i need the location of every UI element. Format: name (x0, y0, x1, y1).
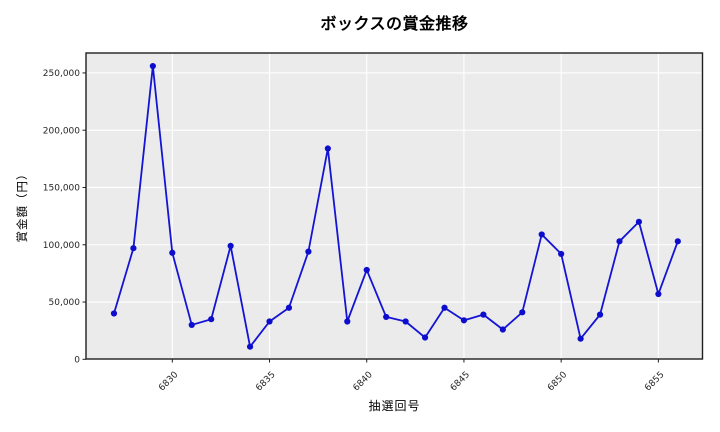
data-point (305, 248, 312, 255)
data-point (324, 145, 331, 152)
data-point (441, 304, 448, 311)
data-point (616, 238, 623, 245)
data-point (655, 290, 662, 298)
data-point (363, 266, 370, 274)
chart-title: ボックスの賞金推移 (320, 14, 469, 33)
plot-border (85, 52, 704, 360)
x-tick-label: 6840 (352, 370, 375, 393)
plot-background (86, 53, 703, 359)
data-point (596, 311, 604, 318)
y-tick-label: 200,000 (43, 126, 80, 136)
data-point (110, 310, 118, 317)
prize-line (113, 65, 679, 348)
data-point (674, 238, 681, 245)
data-point (460, 317, 468, 324)
x-axis-label: 抽選回号 (368, 399, 421, 413)
data-point (421, 334, 429, 341)
data-point (635, 218, 643, 225)
data-point (519, 309, 526, 316)
data-point (169, 249, 176, 256)
data-point (130, 245, 137, 252)
y-tick-label: 250,000 (43, 69, 80, 79)
y-tick-label: 100,000 (43, 241, 80, 251)
data-point (149, 62, 156, 70)
y-tick-label: 50,000 (49, 298, 81, 308)
y-tick-label: 150,000 (43, 184, 80, 194)
data-point (538, 231, 545, 238)
data-point (577, 335, 584, 342)
data-point (344, 318, 351, 325)
data-point (383, 313, 390, 321)
data-point (480, 311, 487, 318)
x-tick-label: 6845 (449, 370, 472, 393)
x-tick-label: 6855 (643, 370, 666, 393)
data-point (266, 318, 273, 325)
x-tick-label: 6850 (546, 370, 569, 393)
data-point (227, 242, 234, 249)
data-point (246, 343, 254, 350)
data-point (188, 321, 195, 329)
data-point (499, 326, 506, 333)
y-tick-label: 0 (74, 356, 80, 366)
x-tick-label: 6835 (254, 370, 277, 393)
data-point (402, 318, 409, 325)
data-point (558, 250, 565, 258)
x-tick-label: 6830 (157, 370, 180, 393)
data-point (285, 304, 293, 311)
data-point (208, 316, 215, 323)
